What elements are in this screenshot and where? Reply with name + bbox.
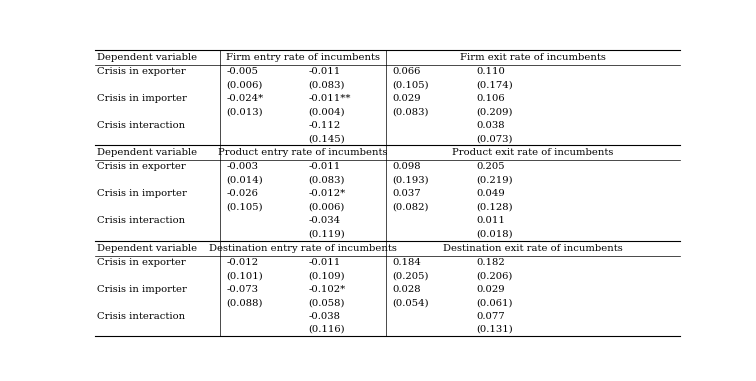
Text: Crisis in exporter: Crisis in exporter xyxy=(98,67,186,76)
Text: 0.028: 0.028 xyxy=(392,285,421,294)
Text: (0.219): (0.219) xyxy=(476,176,513,185)
Text: (0.061): (0.061) xyxy=(476,298,513,307)
Text: Crisis interaction: Crisis interaction xyxy=(98,312,185,320)
Text: (0.116): (0.116) xyxy=(308,325,345,334)
Text: Dependent variable: Dependent variable xyxy=(98,244,197,253)
Text: 0.098: 0.098 xyxy=(392,162,421,171)
Text: (0.206): (0.206) xyxy=(476,271,513,280)
Text: -0.011**: -0.011** xyxy=(308,94,351,103)
Text: (0.145): (0.145) xyxy=(308,134,345,143)
Text: (0.088): (0.088) xyxy=(226,298,263,307)
Text: Destination entry rate of incumbents: Destination entry rate of incumbents xyxy=(209,244,397,253)
Text: (0.105): (0.105) xyxy=(226,203,263,212)
Text: Crisis interaction: Crisis interaction xyxy=(98,216,185,225)
Text: 0.205: 0.205 xyxy=(476,162,505,171)
Text: Dependent variable: Dependent variable xyxy=(98,53,197,62)
Text: 0.029: 0.029 xyxy=(476,285,505,294)
Text: 0.182: 0.182 xyxy=(476,258,505,267)
Text: Crisis in importer: Crisis in importer xyxy=(98,189,187,198)
Text: (0.018): (0.018) xyxy=(476,230,513,239)
Text: (0.193): (0.193) xyxy=(392,176,429,185)
Text: -0.005: -0.005 xyxy=(226,67,259,76)
Text: -0.003: -0.003 xyxy=(226,162,259,171)
Text: 0.049: 0.049 xyxy=(476,189,505,198)
Text: -0.011: -0.011 xyxy=(308,67,341,76)
Text: 0.184: 0.184 xyxy=(392,258,422,267)
Text: 0.077: 0.077 xyxy=(476,312,505,320)
Text: -0.102*: -0.102* xyxy=(308,285,345,294)
Text: (0.083): (0.083) xyxy=(308,176,345,185)
Text: 0.106: 0.106 xyxy=(476,94,505,103)
Text: (0.128): (0.128) xyxy=(476,203,513,212)
Text: Crisis in importer: Crisis in importer xyxy=(98,94,187,103)
Text: -0.011: -0.011 xyxy=(308,162,341,171)
Text: (0.006): (0.006) xyxy=(226,80,262,90)
Text: (0.083): (0.083) xyxy=(308,80,345,90)
Text: Crisis interaction: Crisis interaction xyxy=(98,121,185,130)
Text: (0.105): (0.105) xyxy=(392,80,429,90)
Text: (0.205): (0.205) xyxy=(392,271,429,280)
Text: Crisis in exporter: Crisis in exporter xyxy=(98,162,186,171)
Text: (0.131): (0.131) xyxy=(476,325,513,334)
Text: (0.006): (0.006) xyxy=(308,203,345,212)
Text: 0.037: 0.037 xyxy=(392,189,421,198)
Text: 0.011: 0.011 xyxy=(476,216,505,225)
Text: (0.101): (0.101) xyxy=(226,271,263,280)
Text: -0.012: -0.012 xyxy=(226,258,259,267)
Text: (0.109): (0.109) xyxy=(308,271,345,280)
Text: (0.174): (0.174) xyxy=(476,80,513,90)
Text: Dependent variable: Dependent variable xyxy=(98,148,197,157)
Text: (0.013): (0.013) xyxy=(226,107,263,116)
Text: (0.073): (0.073) xyxy=(476,134,513,143)
Text: Crisis in importer: Crisis in importer xyxy=(98,285,187,294)
Text: -0.012*: -0.012* xyxy=(308,189,345,198)
Text: (0.083): (0.083) xyxy=(392,107,429,116)
Text: (0.054): (0.054) xyxy=(392,298,429,307)
Text: 0.038: 0.038 xyxy=(476,121,505,130)
Text: Firm entry rate of incumbents: Firm entry rate of incumbents xyxy=(226,53,380,62)
Text: Firm exit rate of incumbents: Firm exit rate of incumbents xyxy=(460,53,606,62)
Text: Destination exit rate of incumbents: Destination exit rate of incumbents xyxy=(443,244,623,253)
Text: 0.110: 0.110 xyxy=(476,67,505,76)
Text: -0.024*: -0.024* xyxy=(226,94,264,103)
Text: -0.073: -0.073 xyxy=(226,285,259,294)
Text: (0.082): (0.082) xyxy=(392,203,429,212)
Text: -0.011: -0.011 xyxy=(308,258,341,267)
Text: Crisis in exporter: Crisis in exporter xyxy=(98,258,186,267)
Text: (0.004): (0.004) xyxy=(308,107,345,116)
Text: (0.209): (0.209) xyxy=(476,107,513,116)
Text: -0.026: -0.026 xyxy=(226,189,259,198)
Text: Product entry rate of incumbents: Product entry rate of incumbents xyxy=(218,148,388,157)
Text: -0.034: -0.034 xyxy=(308,216,340,225)
Text: (0.058): (0.058) xyxy=(308,298,345,307)
Text: -0.112: -0.112 xyxy=(308,121,341,130)
Text: (0.119): (0.119) xyxy=(308,230,345,239)
Text: 0.066: 0.066 xyxy=(392,67,421,76)
Text: (0.014): (0.014) xyxy=(226,176,263,185)
Text: 0.029: 0.029 xyxy=(392,94,421,103)
Text: Product exit rate of incumbents: Product exit rate of incumbents xyxy=(452,148,614,157)
Text: -0.038: -0.038 xyxy=(308,312,340,320)
